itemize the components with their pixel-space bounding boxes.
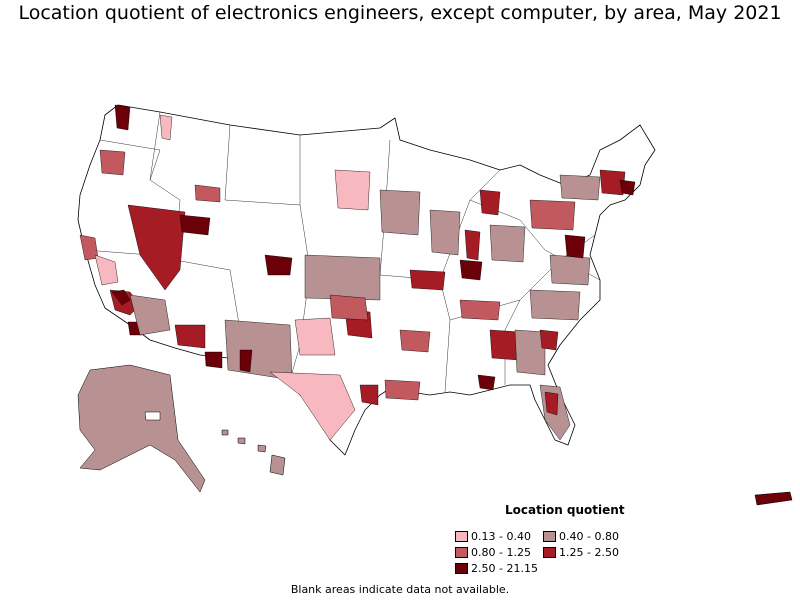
region-colorado (264, 254, 293, 276)
region-minnesota (334, 169, 371, 211)
region-ca-central (94, 254, 119, 286)
region-oregon (99, 149, 126, 176)
legend-item: 0.40 - 0.80 (543, 530, 619, 543)
region-alaska (77, 364, 206, 493)
region-washington (114, 104, 131, 131)
region-salt-lake (179, 214, 211, 236)
region-arizona-south (174, 324, 206, 349)
region-sc-red (539, 329, 559, 351)
region-oklahoma (329, 294, 369, 321)
region-virginia (549, 254, 591, 286)
region-carolinas (529, 289, 581, 321)
region-utah (194, 184, 221, 203)
region-pennsylvania (529, 199, 576, 231)
legend-swatch (543, 547, 556, 558)
region-puerto-rico (754, 491, 793, 506)
region-arizona (129, 294, 171, 336)
legend-swatch (455, 563, 468, 574)
legend-swatch (455, 531, 468, 542)
legend-label: 0.40 - 0.80 (559, 530, 619, 543)
region-texas (269, 371, 356, 441)
alaska (77, 364, 206, 493)
region-hawaii-oahu (237, 437, 246, 445)
region-indiana (464, 229, 481, 261)
region-missouri (409, 269, 446, 291)
legend-swatch (455, 547, 468, 558)
region-florida-red (544, 391, 559, 416)
legend-title: Location quotient (505, 503, 625, 517)
region-nevada (127, 204, 186, 291)
region-louisiana (384, 379, 421, 401)
region-hawaii-maui (257, 444, 267, 453)
region-elpaso (204, 351, 223, 369)
legend-label: 0.80 - 1.25 (471, 546, 531, 559)
region-kansas (304, 254, 381, 301)
region-new-england (599, 169, 626, 196)
region-boston (619, 179, 636, 196)
puerto-rico (754, 491, 793, 506)
region-michigan (479, 189, 501, 216)
region-maryland (564, 234, 586, 259)
region-huntsville (477, 374, 496, 391)
legend-item: 0.80 - 1.25 (455, 546, 531, 559)
region-texas-north (294, 317, 336, 356)
region-georgia (514, 329, 546, 376)
region-illinois (429, 209, 461, 256)
region-hawaii-big-island (269, 454, 286, 476)
legend-item: 2.50 - 21.15 (455, 562, 538, 575)
region-fills (79, 104, 636, 441)
region-hawaii-kauai (221, 429, 229, 436)
legend-item: 1.25 - 2.50 (543, 546, 619, 559)
legend-label: 1.25 - 2.50 (559, 546, 619, 559)
region-houston (359, 384, 379, 406)
legend-label: 2.50 - 21.15 (471, 562, 538, 575)
region-tennessee (459, 299, 501, 321)
region-idaho (159, 114, 173, 141)
region-arkansas (399, 329, 431, 353)
region-new-mexico (224, 319, 293, 381)
footnote: Blank areas indicate data not available. (290, 583, 510, 596)
region-nm-dark (239, 349, 253, 373)
legend-item: 0.13 - 0.40 (455, 530, 531, 543)
region-new-york (559, 174, 601, 201)
region-iowa (379, 189, 421, 236)
legend-label: 0.13 - 0.40 (471, 530, 531, 543)
region-kentucky (459, 259, 483, 281)
map-title: Location quotient of electronics enginee… (18, 2, 782, 24)
hawaii (221, 429, 286, 476)
alaska-white-patch (144, 411, 161, 421)
region-la (111, 289, 131, 306)
legend-swatch (543, 531, 556, 542)
region-ohio (489, 224, 526, 263)
